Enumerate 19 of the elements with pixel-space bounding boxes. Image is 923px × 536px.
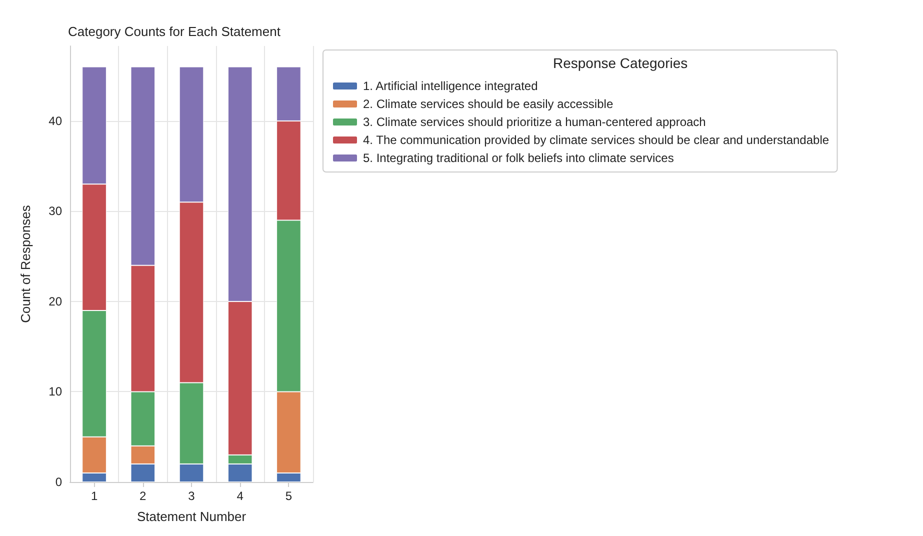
legend-title: Response Categories	[553, 55, 688, 71]
legend-label: 5. Integrating traditional or folk beliefs into climate services	[363, 151, 674, 165]
x-tick-label: 4	[236, 489, 244, 503]
y-tick-label: 40	[48, 114, 62, 128]
legend-label: 1. Artificial intelligence integrated	[363, 79, 538, 93]
y-tick-label: 30	[48, 204, 62, 218]
legend-label: 4. The communication provided by climate services should be clear and understandable	[363, 133, 830, 147]
x-tick-label: 2	[140, 489, 147, 503]
x-tick-label: 1	[90, 489, 98, 503]
x-axis-title: Statement Number	[136, 509, 247, 524]
legend-label: 3. Climate services should prioritize a human-centered approach	[363, 115, 706, 129]
x-tick-label: 3	[188, 489, 196, 503]
chart-title: Category Counts for Each Statement	[68, 24, 281, 39]
legend-label: 2. Climate services should be easily accessible	[363, 97, 614, 111]
y-tick-label: 10	[48, 384, 62, 399]
y-axis-title: Count of Responses	[18, 204, 33, 323]
x-tick-label: 5	[285, 489, 292, 503]
y-tick-label: 20	[48, 294, 62, 308]
y-tick-label: 0	[55, 475, 62, 489]
